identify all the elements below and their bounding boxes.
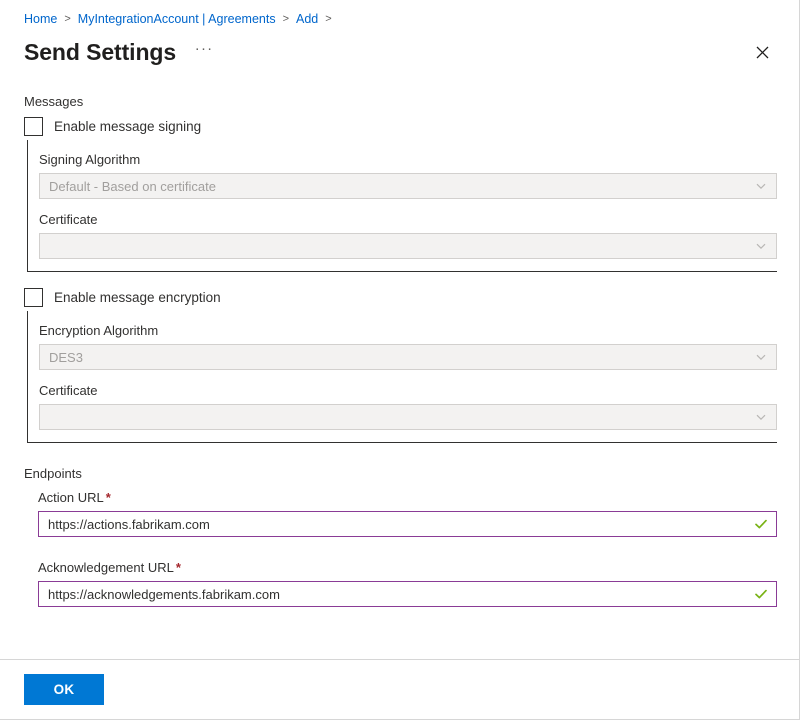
checkbox-box-icon[interactable] [24,288,43,307]
chevron-down-icon [755,411,767,423]
field-label-acknowledgement-url: Acknowledgement URL * [38,559,777,576]
breadcrumb-item-home[interactable]: Home [24,12,58,26]
ok-button[interactable]: OK [24,674,104,705]
blade-footer: OK [0,659,799,719]
spacer [24,443,777,465]
field-encryption-certificate: Certificate [39,382,777,430]
blade-content: Messages Enable message signing Signing … [0,71,799,659]
chevron-down-icon [755,351,767,363]
input-value: https://acknowledgements.fabrikam.com [48,586,280,602]
dropdown-signing-algorithm[interactable]: Default - Based on certificate [39,173,777,199]
close-icon[interactable] [749,39,775,65]
field-signing-certificate: Certificate [39,211,777,259]
checkbox-box-icon[interactable] [24,117,43,136]
dropdown-value: DES3 [49,349,83,365]
title-row: Send Settings ··· [0,27,799,71]
checkmark-icon [754,517,768,531]
spacer [24,272,777,288]
spacer [24,71,777,93]
input-acknowledgement-url[interactable]: https://acknowledgements.fabrikam.com [38,581,777,607]
chevron-down-icon [755,180,767,192]
group-signing-fields: Signing Algorithm Default - Based on cer… [27,140,777,272]
dropdown-encryption-algorithm[interactable]: DES3 [39,344,777,370]
label-text: Action URL [38,490,104,505]
field-label-encryption-certificate: Certificate [39,383,98,398]
breadcrumb-separator-icon: > [325,13,332,25]
page-title: Send Settings [24,39,177,65]
field-label-action-url: Action URL * [38,489,777,506]
field-label-signing-algorithm: Signing Algorithm [39,152,141,167]
dropdown-value: Default - Based on certificate [49,178,216,194]
breadcrumb-separator-icon: > [64,13,71,25]
checkbox-label: Enable message encryption [54,289,221,305]
group-encryption-fields: Encryption Algorithm DES3 Certificate [27,311,777,443]
field-signing-algorithm: Signing Algorithm Default - Based on cer… [39,151,777,199]
field-label-encryption-algorithm: Encryption Algorithm [39,323,159,338]
group-inner: Signing Algorithm Default - Based on cer… [39,151,777,259]
field-encryption-algorithm: Encryption Algorithm DES3 [39,322,777,370]
group-inner: Encryption Algorithm DES3 Certificate [39,322,777,430]
checkbox-enable-message-signing[interactable]: Enable message signing [24,117,201,136]
ellipsis-icon[interactable]: ··· [194,39,214,57]
input-value: https://actions.fabrikam.com [48,516,210,532]
section-label-endpoints: Endpoints [24,466,82,481]
required-marker: * [105,490,111,505]
dropdown-signing-certificate[interactable] [39,233,777,259]
checkmark-icon [754,587,768,601]
breadcrumb-separator-icon: > [282,13,290,25]
input-action-url[interactable]: https://actions.fabrikam.com [38,511,777,537]
spacer [38,549,777,559]
field-action-url: Action URL * https://actions.fabrikam.com [38,489,777,537]
required-marker: * [175,560,181,575]
field-label-signing-certificate: Certificate [39,212,98,227]
chevron-down-icon [755,240,767,252]
breadcrumb: Home > MyIntegrationAccount | Agreements… [0,0,799,27]
dropdown-encryption-certificate[interactable] [39,404,777,430]
breadcrumb-item-agreements[interactable]: MyIntegrationAccount | Agreements [77,12,276,26]
group-endpoint-fields: Action URL * https://actions.fabrikam.com… [27,489,777,607]
checkbox-enable-message-encryption[interactable]: Enable message encryption [24,288,221,307]
label-text: Acknowledgement URL [38,560,174,575]
section-label-messages: Messages [24,94,84,109]
checkbox-label: Enable message signing [54,118,202,134]
breadcrumb-item-add[interactable]: Add [296,12,319,26]
field-acknowledgement-url: Acknowledgement URL * https://acknowledge… [38,559,777,607]
